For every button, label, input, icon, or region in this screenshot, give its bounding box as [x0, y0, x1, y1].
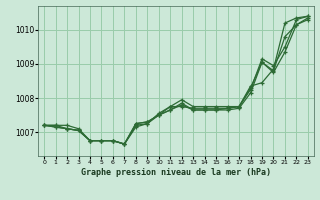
X-axis label: Graphe pression niveau de la mer (hPa): Graphe pression niveau de la mer (hPa) [81, 168, 271, 177]
